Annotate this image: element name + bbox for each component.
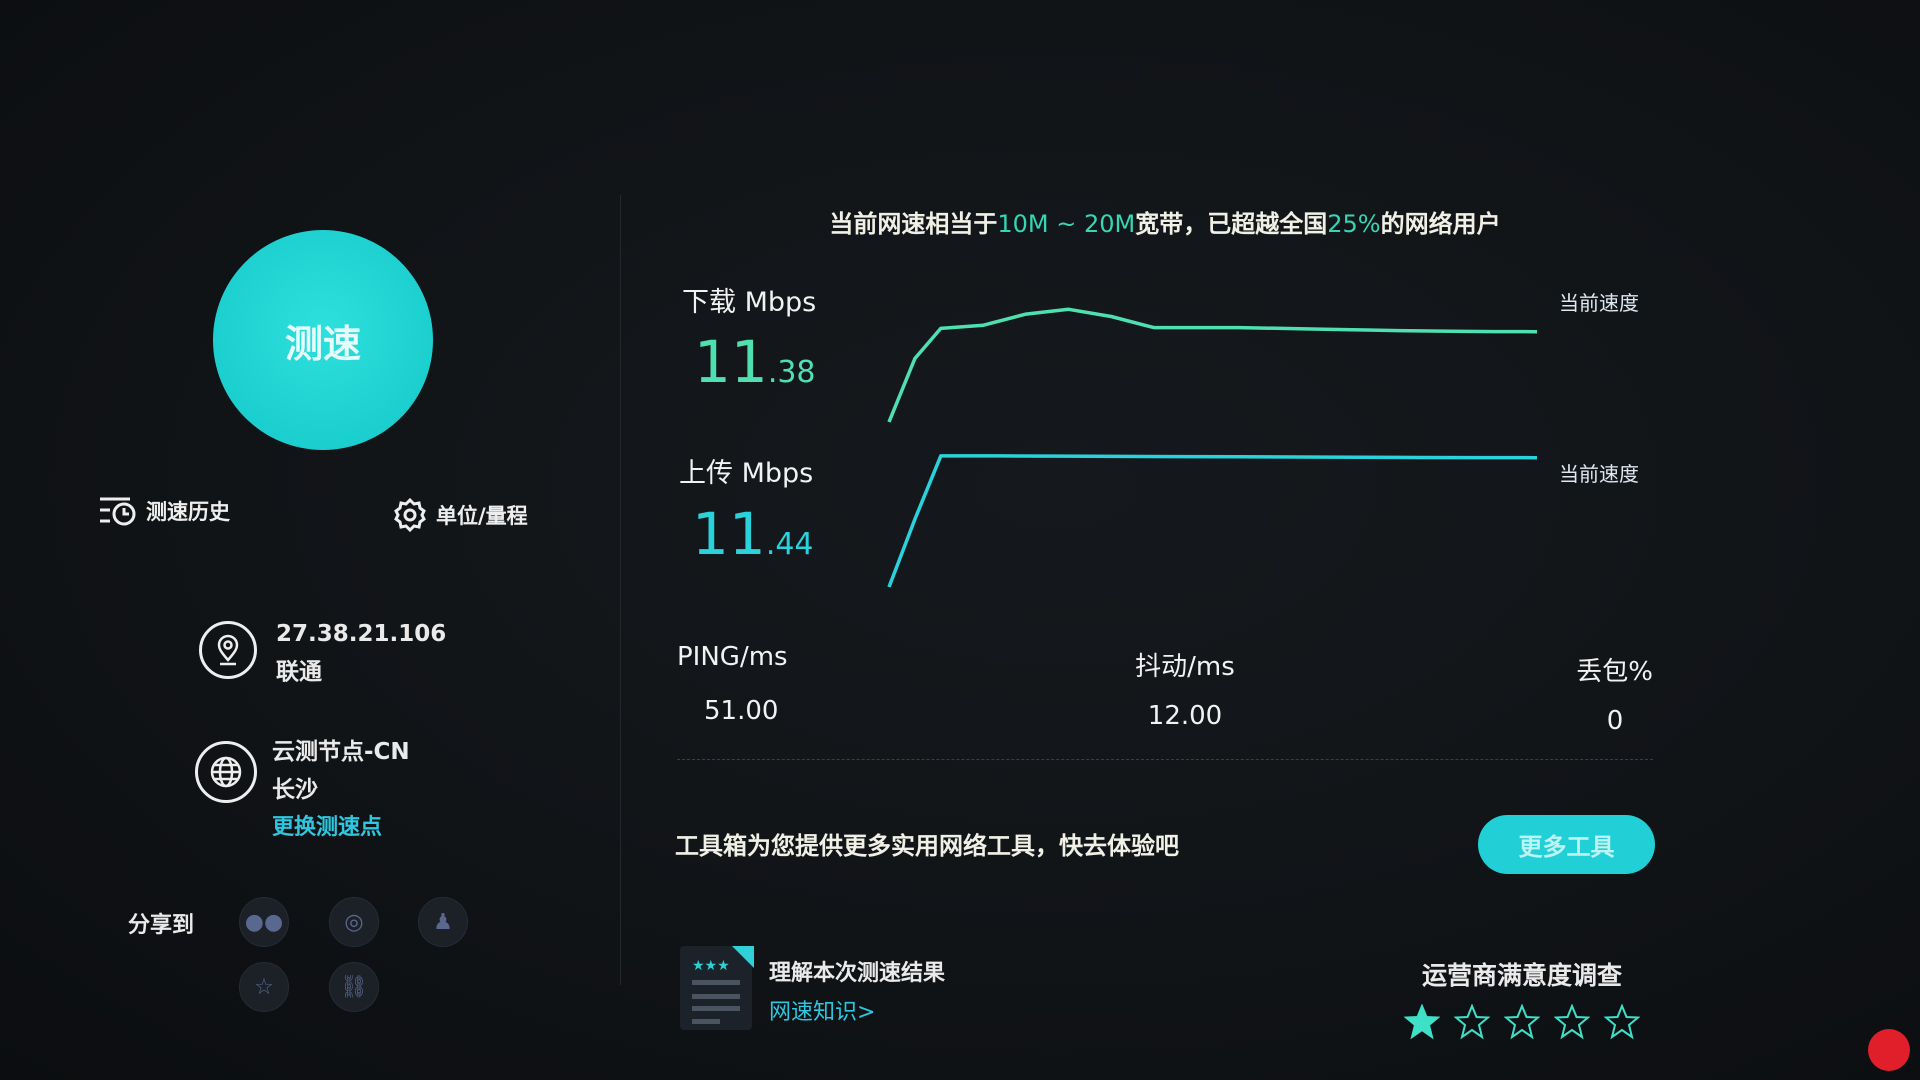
jitter-value: 12.00 — [1147, 701, 1223, 731]
upload-speed-chart — [887, 454, 1538, 588]
ping-value: 51.00 — [704, 696, 779, 726]
history-button[interactable]: 测速历史 — [98, 495, 230, 527]
qq-icon[interactable]: ♟ — [418, 897, 468, 947]
isp-name: 联通 — [276, 659, 322, 685]
watermark-logo — [1868, 1029, 1910, 1071]
download-speed-chart — [887, 307, 1538, 423]
stats-divider — [677, 759, 1653, 760]
download-current-label: 当前速度 — [1559, 291, 1639, 315]
test-node-city: 长沙 — [272, 777, 318, 803]
star-empty-icon[interactable] — [1554, 1004, 1590, 1040]
toolbox-promo: 工具箱为您提供更多实用网络工具，快去体验吧 — [675, 832, 1179, 860]
weibo-icon[interactable]: ◎ — [329, 897, 379, 947]
star-empty-icon[interactable] — [1504, 1004, 1540, 1040]
percentile: 25% — [1327, 210, 1381, 238]
upload-value: 11.44 — [692, 505, 814, 563]
link-icon[interactable]: ⛓ — [329, 962, 379, 1012]
knowledge-title: 理解本次测速结果 — [769, 961, 946, 986]
change-node-link[interactable]: 更换测速点 — [272, 815, 383, 840]
packet-loss-value: 0 — [1606, 706, 1624, 736]
start-speed-test-button[interactable]: 测速 — [213, 230, 433, 450]
upload-speed-line — [887, 454, 1538, 588]
download-value: 11.38 — [694, 333, 816, 391]
speed-summary: 当前网速相当于10M ~ 20M宽带，已超越全国25%的网络用户 — [680, 204, 1650, 239]
summary-prefix: 当前网速相当于 — [829, 210, 998, 238]
upload-dec: .44 — [765, 527, 814, 562]
download-label: 下载 Mbps — [682, 287, 817, 318]
star-empty-icon[interactable] — [1454, 1004, 1490, 1040]
upload-label: 上传 Mbps — [679, 458, 814, 489]
history-label: 测速历史 — [146, 500, 230, 524]
wechat-icon[interactable]: ●● — [239, 897, 289, 947]
ip-address: 27.38.21.106 — [276, 621, 447, 647]
share-label: 分享到 — [128, 913, 195, 938]
bandwidth-range: 10M ~ 20M — [997, 210, 1136, 238]
gear-icon — [394, 497, 426, 533]
unit-range-label: 单位/量程 — [436, 504, 528, 528]
download-int: 11 — [694, 328, 768, 396]
star-filled-icon[interactable] — [1404, 1004, 1440, 1040]
summary-suffix: 的网络用户 — [1380, 210, 1501, 238]
download-speed-line — [887, 307, 1538, 423]
upload-int: 11 — [692, 500, 766, 568]
svg-text:★★★: ★★★ — [692, 958, 730, 974]
test-node-name: 云测节点-CN — [272, 739, 410, 765]
location-pin-icon — [199, 621, 257, 679]
packet-loss-label: 丢包% — [1576, 657, 1653, 687]
jitter-label: 抖动/ms — [1135, 652, 1235, 682]
upload-current-label: 当前速度 — [1559, 462, 1639, 486]
download-dec: .38 — [767, 355, 816, 390]
result-document-icon: ★★★ — [680, 946, 754, 1030]
qzone-icon[interactable]: ☆ — [239, 962, 289, 1012]
more-tools-button[interactable]: 更多工具 — [1478, 815, 1655, 874]
star-empty-icon[interactable] — [1604, 1004, 1640, 1040]
unit-range-settings-button[interactable]: 单位/量程 — [392, 497, 528, 533]
ping-label: PING/ms — [677, 642, 788, 672]
survey-rating[interactable] — [1404, 1004, 1640, 1040]
globe-icon — [195, 741, 257, 803]
vertical-divider — [620, 195, 621, 985]
summary-mid: 宽带，已超越全国 — [1135, 210, 1328, 238]
history-icon — [100, 497, 136, 526]
survey-title: 运营商满意度调查 — [1421, 961, 1622, 990]
knowledge-link[interactable]: 网速知识> — [769, 1000, 876, 1025]
